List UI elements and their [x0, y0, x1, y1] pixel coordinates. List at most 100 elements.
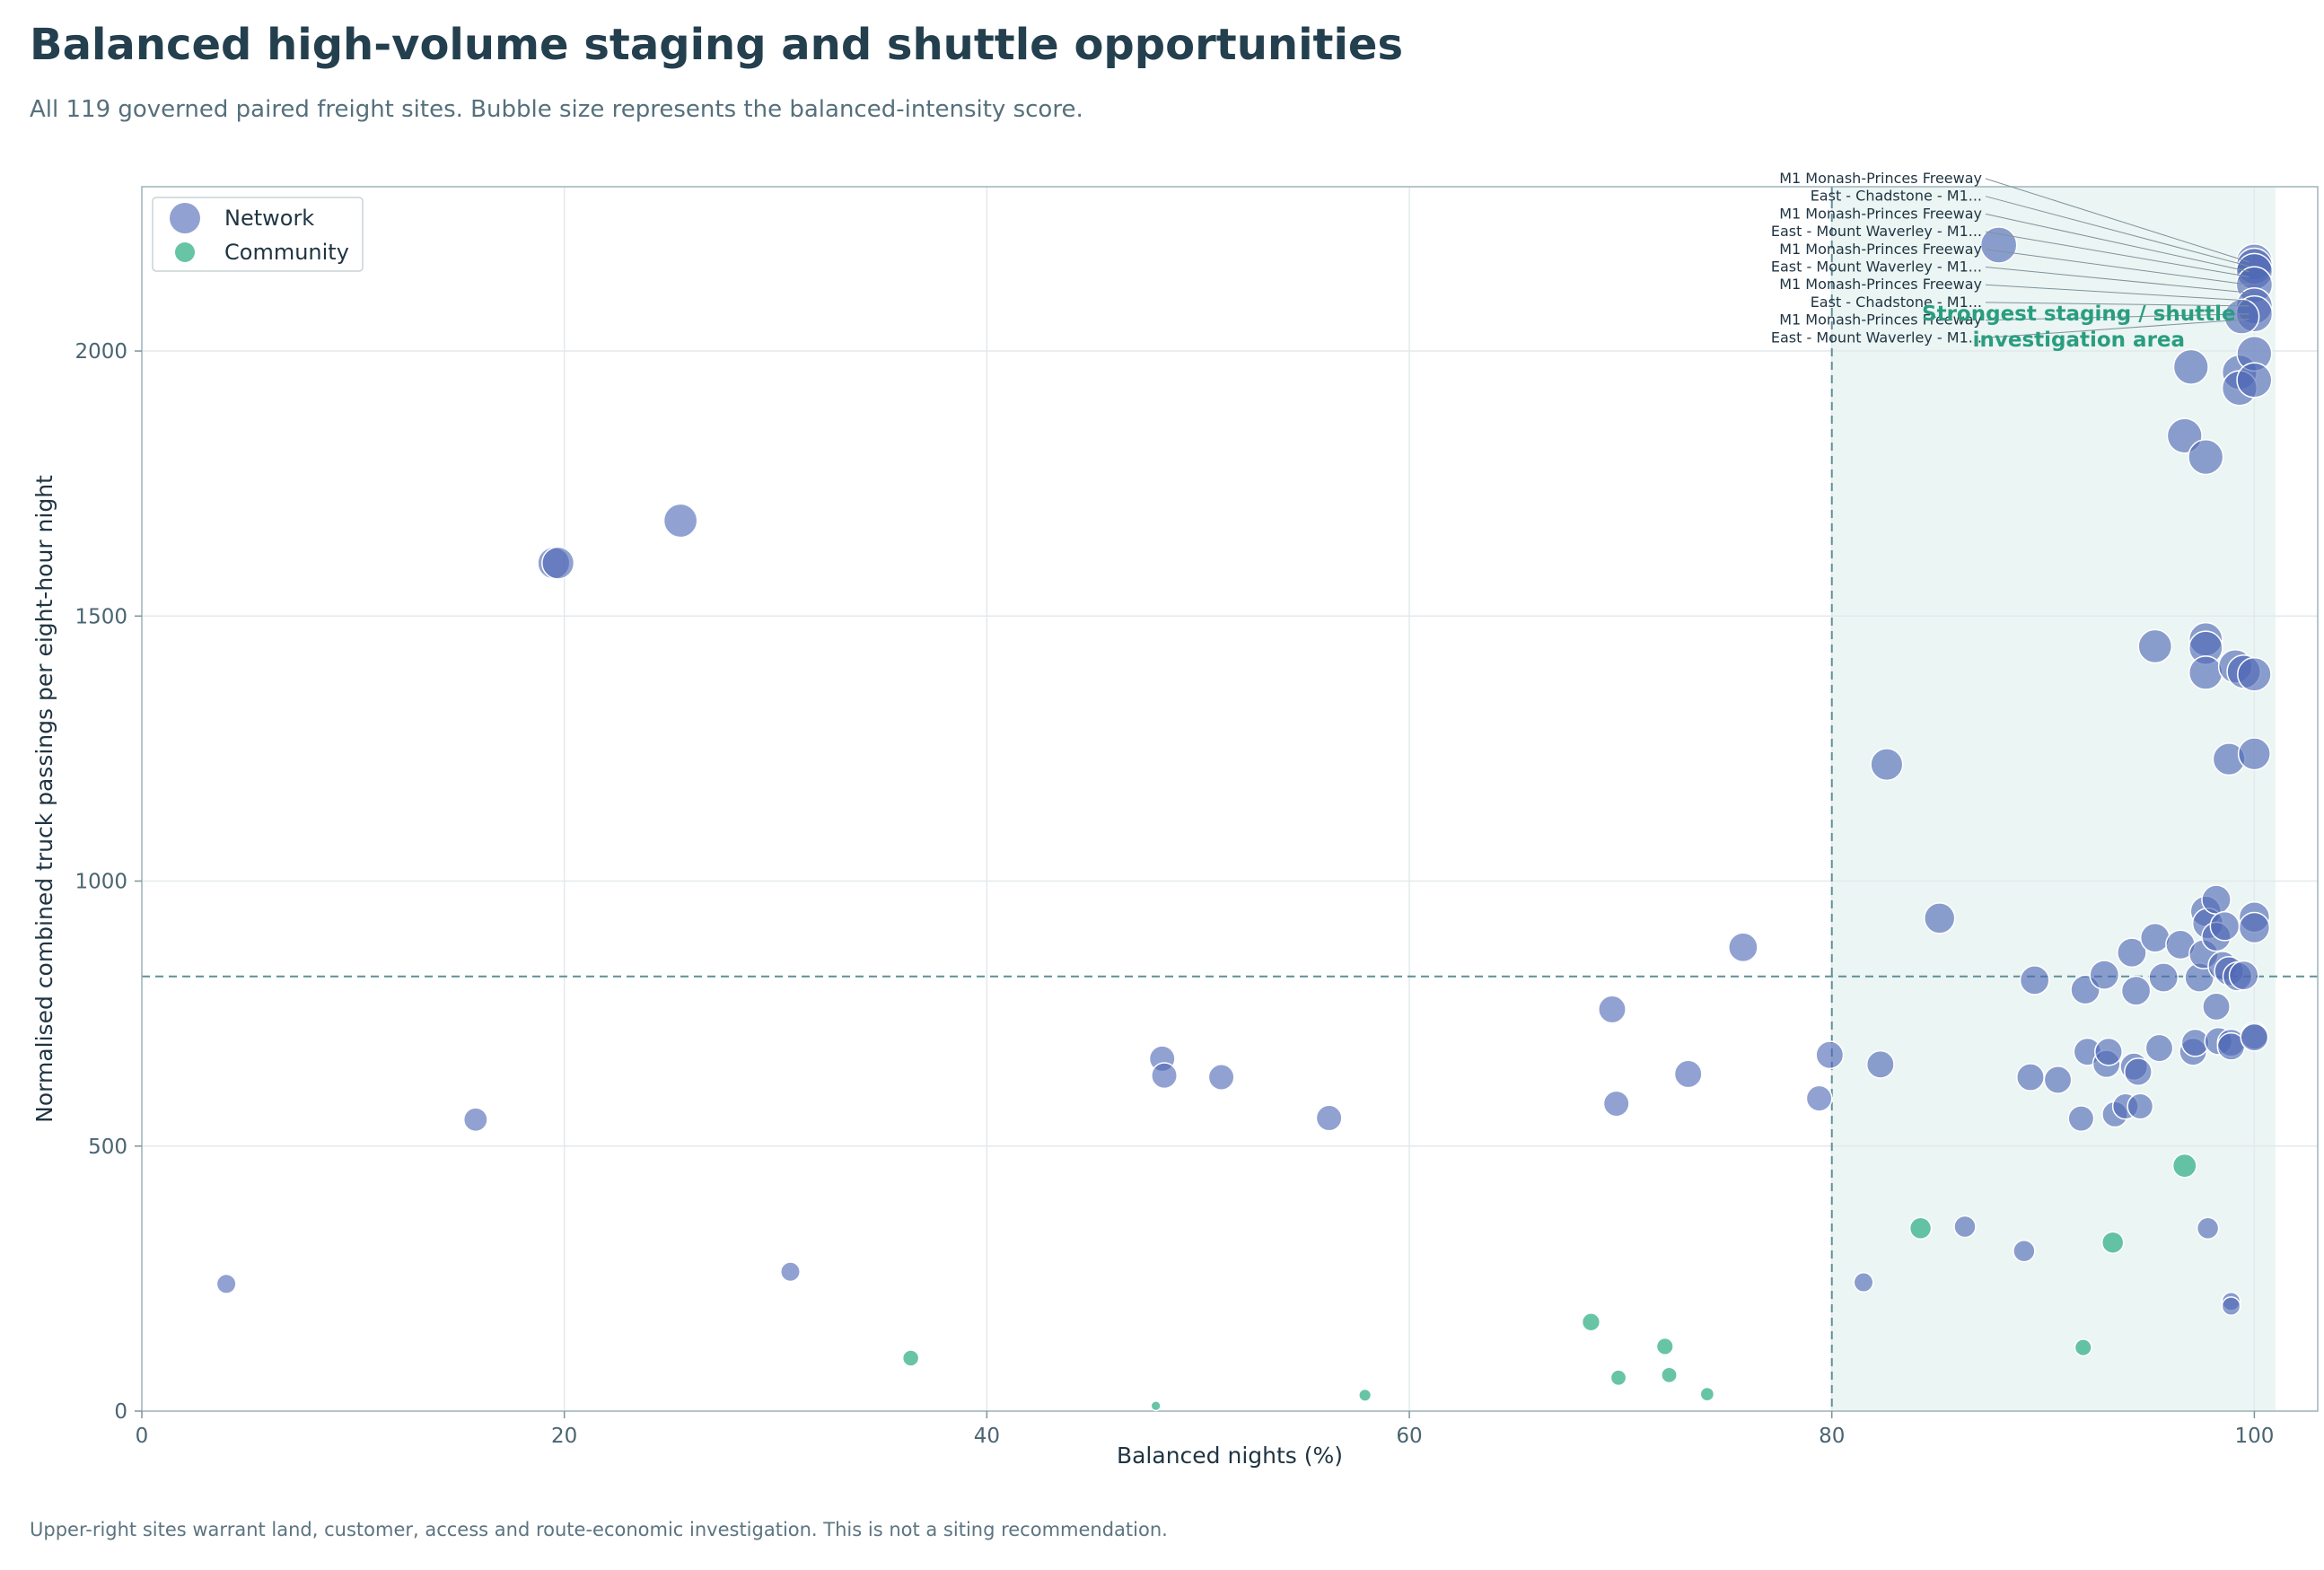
- network-bubble: [1924, 902, 1956, 934]
- community-bubble: [901, 1349, 920, 1367]
- callout-leader: [1985, 231, 2249, 277]
- network-bubble: [2209, 910, 2241, 942]
- network-bubble: [1979, 226, 2018, 264]
- network-bubble: [2240, 1022, 2269, 1052]
- network-bubble: [2201, 884, 2232, 916]
- chart-title: Balanced high-volume staging and shuttle…: [30, 20, 1404, 70]
- network-bubble: [1151, 1062, 1178, 1090]
- network-bubble: [2124, 1057, 2153, 1087]
- callout-leader: [1985, 319, 2249, 338]
- network-bubble: [2016, 1063, 2045, 1092]
- network-bubble: [2238, 911, 2271, 944]
- legend-community-label: Community: [224, 240, 349, 265]
- legend-network-label: Network: [224, 206, 314, 231]
- network-bubble: [2117, 937, 2147, 969]
- investigation-zone: [1831, 187, 2276, 1411]
- community-bubble: [2171, 1153, 2197, 1179]
- network-bubble: [2228, 960, 2259, 991]
- network-bubble: [2137, 628, 2173, 664]
- y-axis-label: Normalised combined truck passings per e…: [31, 475, 57, 1123]
- zone-label-line: investigation area: [1973, 329, 2185, 352]
- callout-label: East - Chadstone - M1...: [1811, 188, 1982, 205]
- network-bubble: [1728, 932, 1758, 963]
- network-bubble: [1805, 1084, 1833, 1112]
- callout-leader: [1985, 196, 2249, 268]
- network-bubble: [541, 546, 575, 580]
- network-bubble: [1598, 995, 1627, 1024]
- callout-label: East - Chadstone - M1...: [1811, 294, 1982, 311]
- network-bubble: [2188, 655, 2223, 690]
- network-bubble: [2223, 298, 2260, 335]
- community-bubble: [1699, 1386, 1715, 1402]
- chart-subtitle: All 119 governed paired freight sites. B…: [30, 96, 1083, 123]
- community-bubble: [1358, 1388, 1372, 1402]
- x-tick-label: 0: [136, 1425, 149, 1448]
- network-bubble: [2013, 1239, 2036, 1263]
- network-bubble: [1673, 1059, 1703, 1089]
- network-bubble: [1870, 748, 1904, 782]
- x-tick-label: 100: [2234, 1425, 2274, 1448]
- footnote: Upper-right sites warrant land, customer…: [30, 1519, 1168, 1540]
- callout-label: M1 Monash-Princes Freeway: [1779, 241, 1982, 258]
- community-bubble: [2100, 1231, 2125, 1254]
- network-bubble: [1315, 1104, 1343, 1132]
- community-bubble: [1609, 1369, 1627, 1387]
- callout-leader: [1985, 213, 2249, 272]
- network-bubble: [1815, 1040, 1845, 1070]
- y-tick-label: 500: [88, 1136, 127, 1159]
- community-bubble: [1655, 1337, 1674, 1356]
- y-tick-label: 1500: [75, 605, 127, 628]
- zone-label-line: Strongest staging / shuttle: [1922, 303, 2236, 326]
- callout-label: M1 Monash-Princes Freeway: [1779, 276, 1982, 293]
- y-tick-label: 2000: [75, 340, 127, 364]
- network-bubble: [2067, 1105, 2095, 1133]
- x-tick-label: 60: [1396, 1425, 1422, 1448]
- network-bubble: [215, 1273, 237, 1294]
- network-bubble: [1953, 1215, 1977, 1239]
- investigation-zone-layer: [1831, 187, 2276, 1411]
- network-bubble: [462, 1107, 488, 1133]
- community-bubble: [1661, 1366, 1678, 1384]
- network-bubble: [2148, 962, 2179, 993]
- legend-network-marker: [170, 203, 200, 233]
- legend-community-marker: [175, 242, 195, 262]
- callout-leader: [1985, 267, 2249, 294]
- network-bubble: [2094, 1037, 2123, 1066]
- callout-leader: [1985, 302, 2249, 307]
- x-tick-label: 40: [974, 1425, 1000, 1448]
- community-bubble: [1908, 1216, 1933, 1241]
- callout-leader: [1985, 284, 2249, 302]
- community-bubble: [1150, 1399, 1162, 1412]
- network-bubble: [2221, 1296, 2241, 1317]
- x-axis-label: Balanced nights (%): [1117, 1443, 1343, 1469]
- network-bubble: [2043, 1066, 2073, 1094]
- network-bubble: [780, 1261, 801, 1283]
- x-tick-label: 20: [551, 1425, 577, 1448]
- network-bubble: [1602, 1090, 1630, 1118]
- callout-label: East - Mount Waverley - M1...: [1771, 223, 1982, 240]
- network-bubble: [2237, 737, 2271, 771]
- community-bubble: [1581, 1312, 1601, 1332]
- network-bubble: [2089, 960, 2120, 990]
- x-tick-label: 80: [1819, 1425, 1845, 1448]
- legend: Network Community: [152, 197, 364, 272]
- callout-label: M1 Monash-Princes Freeway: [1779, 170, 1982, 187]
- network-bubble: [662, 503, 698, 539]
- callout-label: East - Mount Waverley - M1...: [1771, 259, 1982, 276]
- callout-label: M1 Monash-Princes Freeway: [1779, 311, 1982, 329]
- callout-leader: [1985, 313, 2249, 321]
- y-tick-label: 0: [114, 1400, 127, 1424]
- network-bubble: [2237, 656, 2272, 692]
- threshold-layer: [142, 187, 2318, 1411]
- bubble-layer: [215, 226, 2274, 1412]
- network-bubble: [1207, 1064, 1235, 1091]
- network-bubble: [2202, 992, 2231, 1022]
- network-bubble: [2139, 922, 2171, 953]
- network-bubble: [2120, 975, 2152, 1006]
- zone-label-layer: Strongest staging / shuttle investigation…: [1922, 303, 2236, 352]
- callout-label: M1 Monash-Princes Freeway: [1779, 205, 1982, 222]
- y-tick-label: 1000: [75, 871, 127, 894]
